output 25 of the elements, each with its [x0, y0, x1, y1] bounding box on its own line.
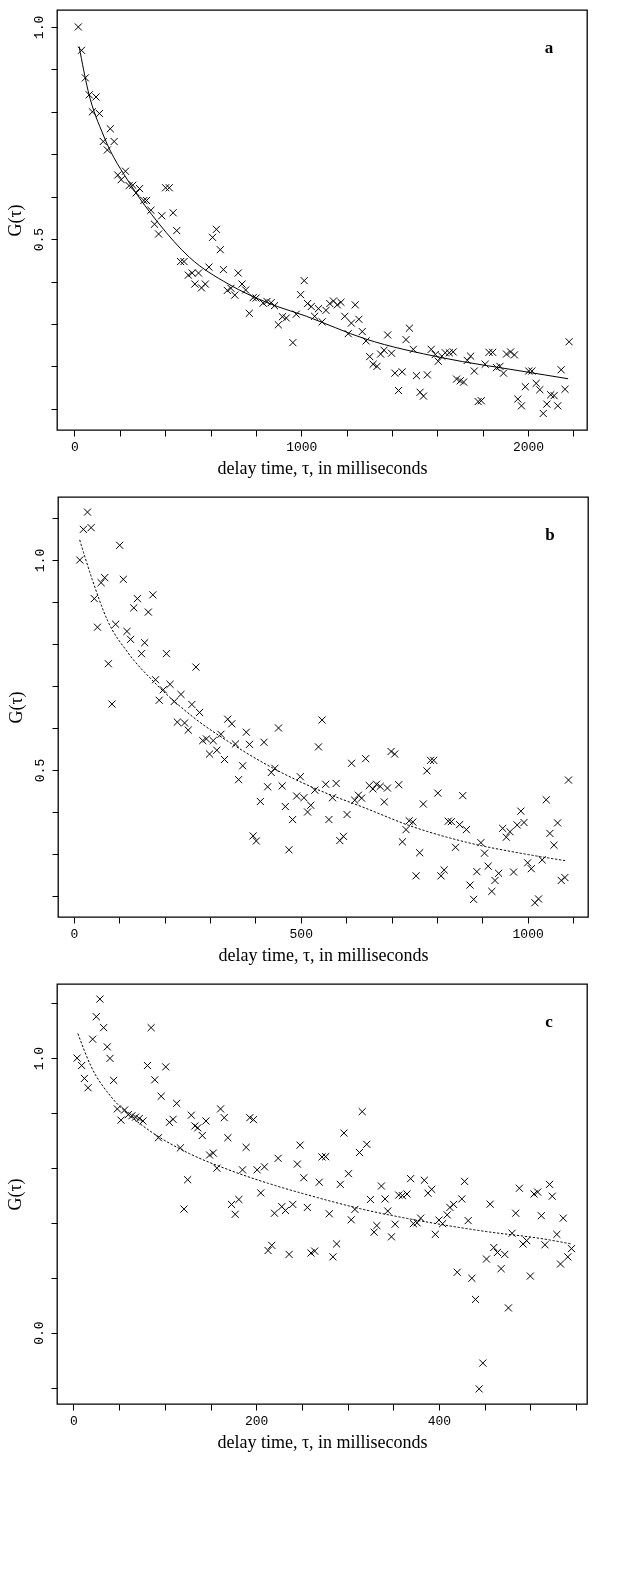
y-tick-label: 1.0 — [31, 1046, 47, 1071]
x-axis-title: delay time, τ, in milliseconds — [218, 944, 429, 965]
x-tick-label: 0 — [71, 439, 79, 455]
y-axis-title: G(τ) — [4, 204, 26, 237]
y-axis-title: G(τ) — [5, 691, 27, 724]
y-axis-title: G(τ) — [4, 1178, 26, 1211]
x-tick-label: 1000 — [512, 926, 544, 942]
annotation: a — [544, 38, 554, 57]
x-tick-label: 0 — [70, 1413, 78, 1429]
y-tick-label: 1.0 — [32, 548, 48, 573]
y-tick-label: 1.0 — [31, 15, 47, 40]
annotation: b — [545, 525, 555, 544]
annotation: c — [545, 1012, 554, 1031]
x-tick-label: 0 — [70, 926, 79, 942]
x-axis-title: delay time, τ, in milliseconds — [217, 1431, 428, 1452]
y-tick-label: 0.5 — [32, 758, 48, 783]
y-tick-label: 0.5 — [31, 227, 47, 252]
x-tick-label: 2000 — [512, 439, 545, 455]
x-tick-label: 1000 — [286, 439, 318, 455]
x-axis-title: delay time, τ, in milliseconds — [217, 457, 428, 478]
line-series — [79, 539, 567, 862]
x-tick-label: 500 — [289, 926, 313, 942]
x-tick-label: 400 — [427, 1413, 452, 1429]
y-tick-label: 0.0 — [31, 1321, 47, 1345]
x-tick-label: 200 — [245, 1413, 269, 1429]
